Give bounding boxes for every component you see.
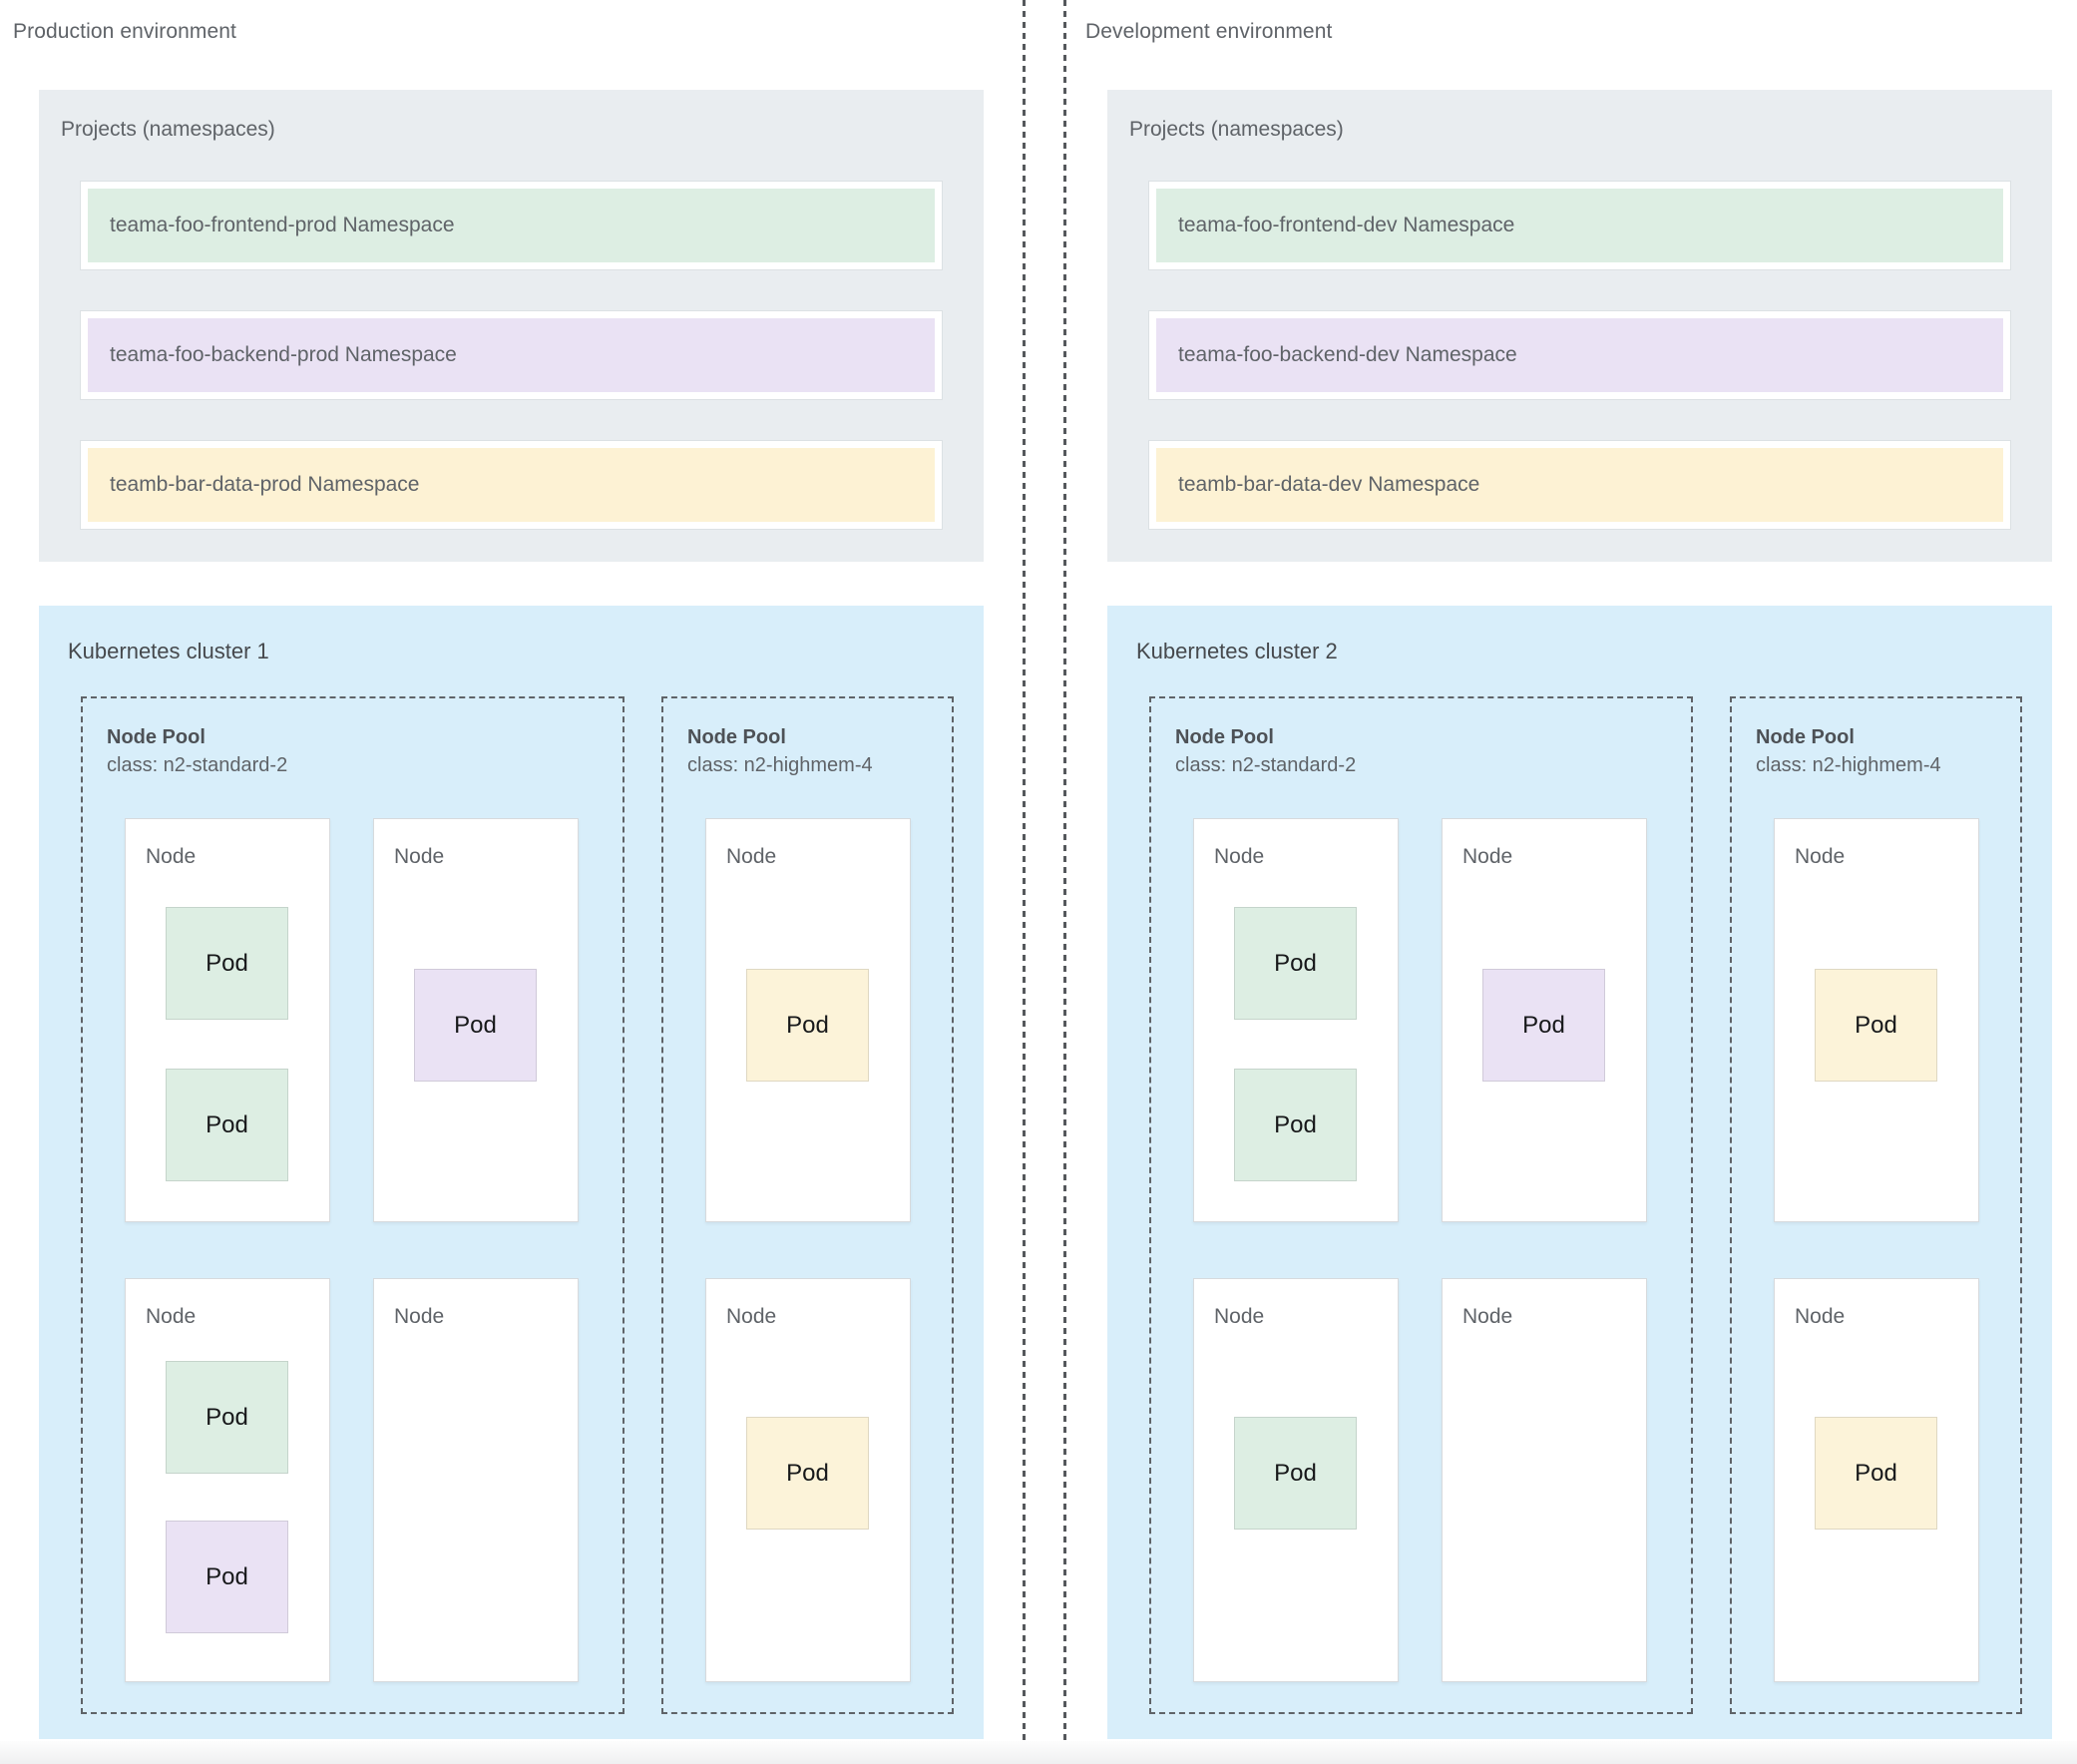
bottom-edge-strip — [0, 1741, 2077, 1764]
node-label: Node — [1214, 1305, 1265, 1328]
kubernetes-cluster-1-panel: Kubernetes cluster 1 Node Pool class: n2… — [39, 606, 984, 1739]
node-label: Node — [394, 845, 445, 868]
namespace-label: teama-foo-backend-dev Namespace — [1178, 343, 1517, 366]
pod-frontend: Pod — [166, 907, 288, 1020]
node-box: Node Pod — [1193, 1278, 1399, 1682]
node-box: Node Pod Pod — [1193, 818, 1399, 1222]
pod-frontend: Pod — [166, 1069, 288, 1181]
pod-frontend: Pod — [1234, 1069, 1357, 1181]
projects-panel-title: Projects (namespaces) — [1129, 118, 1344, 141]
node-pool-title: Node Pool — [107, 726, 206, 748]
namespace-label: teamb-bar-data-prod Namespace — [110, 473, 420, 496]
namespace-teamb-bar-data-prod: teamb-bar-data-prod Namespace — [81, 441, 942, 529]
node-pool-class: class: n2-standard-2 — [107, 754, 288, 776]
node-label: Node — [394, 1305, 445, 1328]
kubernetes-cluster-2-panel: Kubernetes cluster 2 Node Pool class: n2… — [1107, 606, 2052, 1739]
namespace-label: teama-foo-backend-prod Namespace — [110, 343, 457, 366]
namespace-label: teama-foo-frontend-dev Namespace — [1178, 214, 1515, 236]
node-pool-class: class: n2-highmem-4 — [1756, 754, 1941, 776]
node-label: Node — [726, 845, 777, 868]
node-pool-title: Node Pool — [1756, 726, 1855, 748]
projects-panel-title: Projects (namespaces) — [61, 118, 275, 141]
node-label: Node — [146, 845, 197, 868]
node-pool-title: Node Pool — [1175, 726, 1274, 748]
pod-backend: Pod — [414, 969, 537, 1082]
node-label: Node — [726, 1305, 777, 1328]
pod-frontend: Pod — [1234, 907, 1357, 1020]
node-pool-n2-standard-2: Node Pool class: n2-standard-2 Node Pod … — [81, 696, 624, 1714]
environment-label: Development environment — [1085, 20, 1333, 43]
cluster-title: Kubernetes cluster 2 — [1136, 639, 1338, 663]
pod-data: Pod — [746, 969, 869, 1082]
node-pool-title: Node Pool — [687, 726, 786, 748]
node-box: Node Pod Pod — [125, 1278, 330, 1682]
namespace-label: teamb-bar-data-dev Namespace — [1178, 473, 1480, 496]
namespace-teamb-bar-data-dev: teamb-bar-data-dev Namespace — [1149, 441, 2010, 529]
node-box: Node Pod — [1442, 818, 1647, 1222]
node-pool-n2-standard-2: Node Pool class: n2-standard-2 Node Pod … — [1149, 696, 1693, 1714]
pod-data: Pod — [746, 1417, 869, 1530]
projects-namespaces-panel: Projects (namespaces) teama-foo-frontend… — [1107, 90, 2052, 562]
node-pool-class: class: n2-highmem-4 — [687, 754, 873, 776]
node-box: Node Pod — [373, 818, 579, 1222]
environment-divider-line — [1063, 0, 1066, 1764]
development-content: Projects (namespaces) teama-foo-frontend… — [1107, 0, 2052, 1764]
node-box: Node Pod — [705, 818, 911, 1222]
production-content: Projects (namespaces) teama-foo-frontend… — [39, 0, 984, 1764]
node-box: Node Pod — [1774, 818, 1979, 1222]
node-box: Node Pod — [1774, 1278, 1979, 1682]
pod-backend: Pod — [166, 1521, 288, 1633]
pod-data: Pod — [1815, 1417, 1937, 1530]
node-pool-n2-highmem-4: Node Pool class: n2-highmem-4 Node Pod N… — [661, 696, 954, 1714]
pod-data: Pod — [1815, 969, 1937, 1082]
node-box: Node Pod — [705, 1278, 911, 1682]
development-environment-section: Development environment Projects (namesp… — [1038, 0, 2077, 1764]
environment-label: Production environment — [13, 20, 236, 43]
node-label: Node — [1795, 1305, 1846, 1328]
node-pool-n2-highmem-4: Node Pool class: n2-highmem-4 Node Pod N… — [1730, 696, 2022, 1714]
node-box: Node Pod Pod — [125, 818, 330, 1222]
namespace-teama-foo-backend-prod: teama-foo-backend-prod Namespace — [81, 311, 942, 399]
namespace-teama-foo-frontend-prod: teama-foo-frontend-prod Namespace — [81, 182, 942, 269]
pod-frontend: Pod — [166, 1361, 288, 1474]
namespace-teama-foo-backend-dev: teama-foo-backend-dev Namespace — [1149, 311, 2010, 399]
production-environment-section: Production environment Projects (namespa… — [0, 0, 1038, 1764]
node-label: Node — [1795, 845, 1846, 868]
namespace-teama-foo-frontend-dev: teama-foo-frontend-dev Namespace — [1149, 182, 2010, 269]
environment-divider-line — [1023, 0, 1026, 1764]
pod-backend: Pod — [1482, 969, 1605, 1082]
namespace-label: teama-foo-frontend-prod Namespace — [110, 214, 455, 236]
node-pool-class: class: n2-standard-2 — [1175, 754, 1357, 776]
pod-frontend: Pod — [1234, 1417, 1357, 1530]
node-box: Node — [1442, 1278, 1647, 1682]
node-label: Node — [1462, 845, 1513, 868]
node-label: Node — [146, 1305, 197, 1328]
node-label: Node — [1462, 1305, 1513, 1328]
projects-namespaces-panel: Projects (namespaces) teama-foo-frontend… — [39, 90, 984, 562]
cluster-title: Kubernetes cluster 1 — [68, 639, 269, 663]
node-box: Node — [373, 1278, 579, 1682]
node-label: Node — [1214, 845, 1265, 868]
